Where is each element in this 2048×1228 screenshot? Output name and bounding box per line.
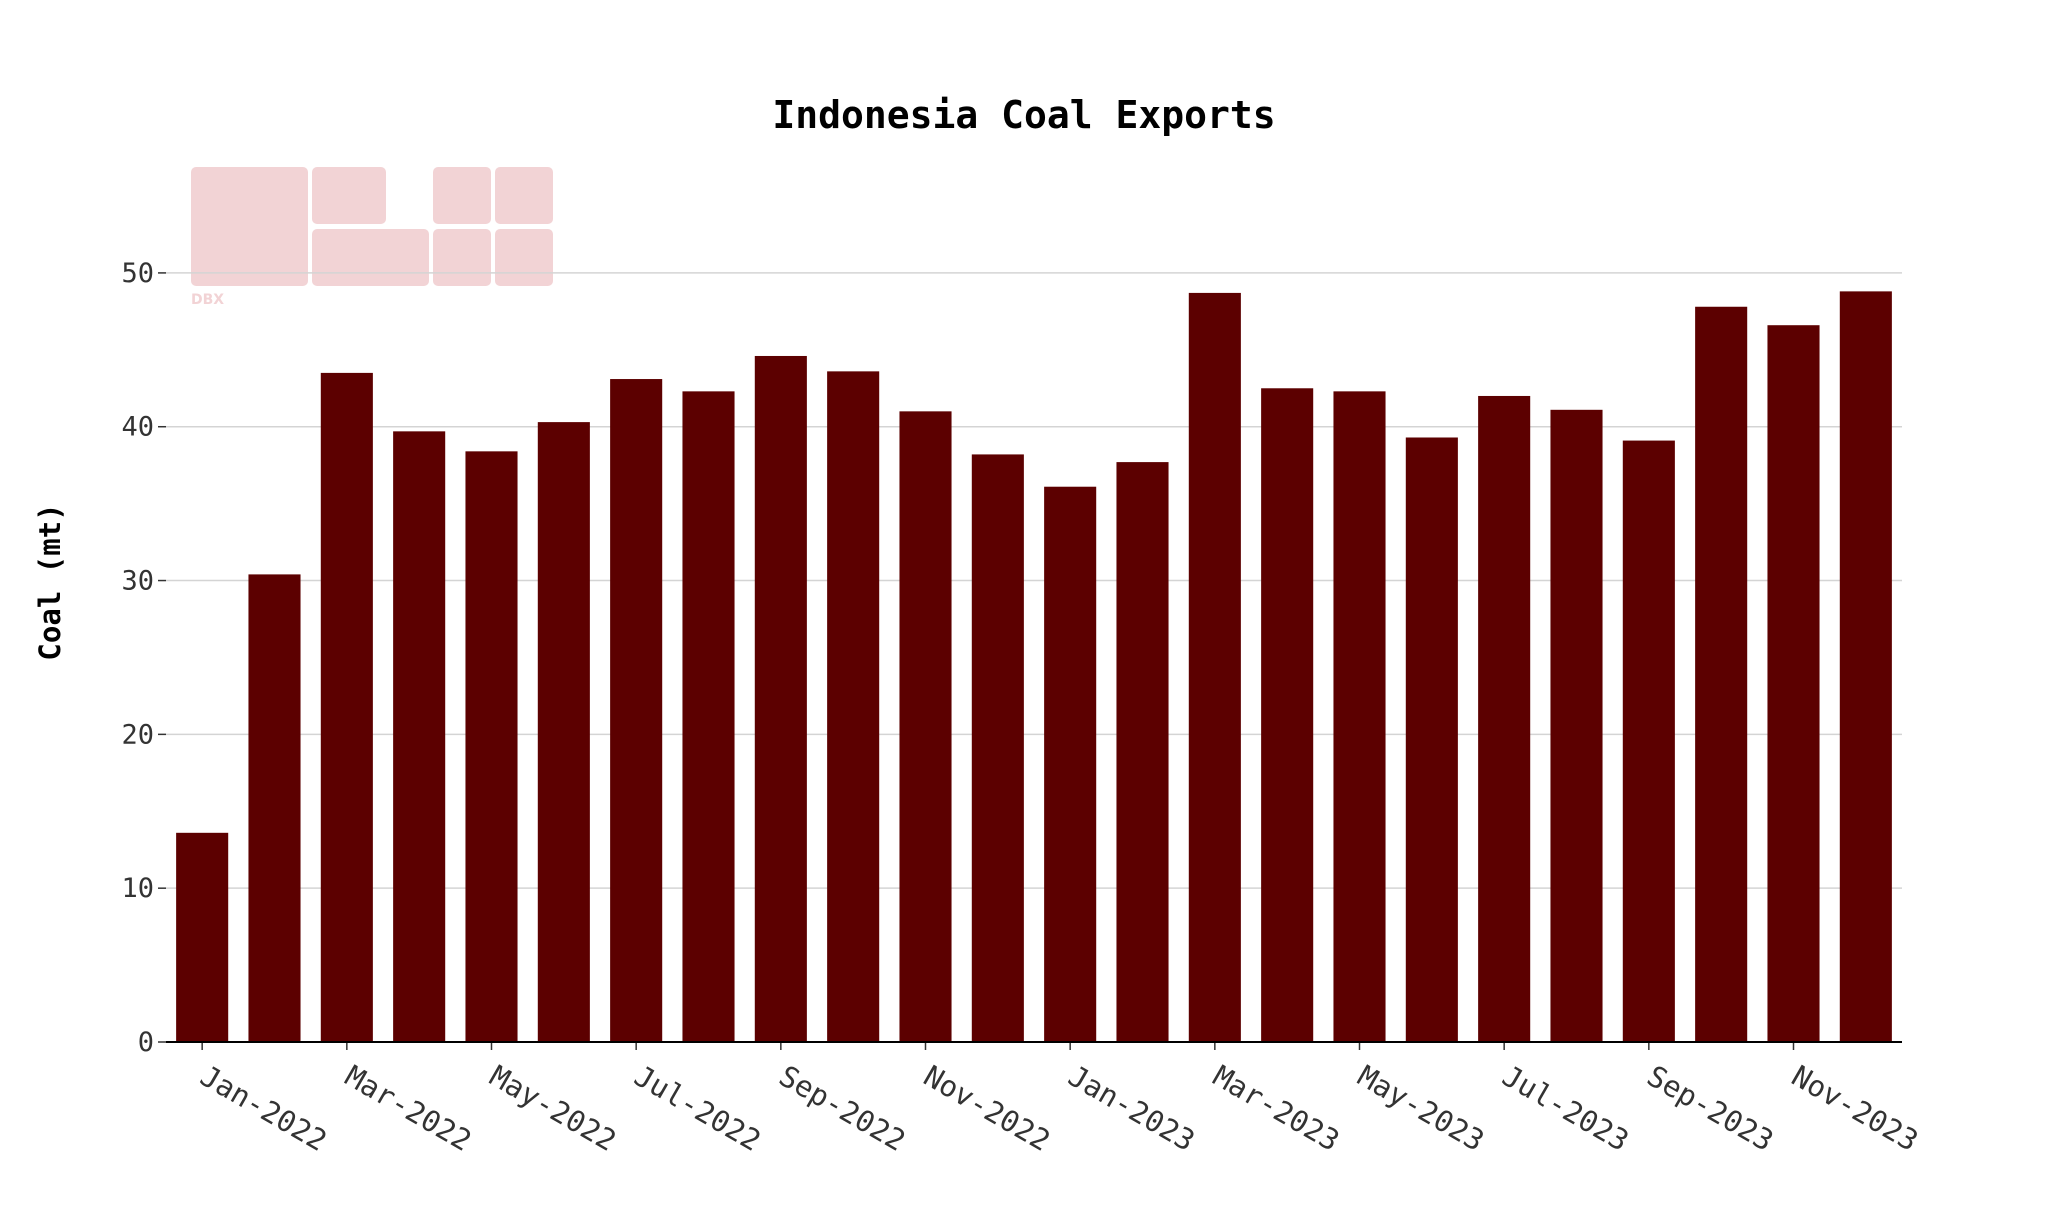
bar <box>465 451 518 1042</box>
x-tick-label: May-2022 <box>484 1059 622 1158</box>
bar <box>1044 486 1097 1042</box>
y-axis-ticks: 0 10 20 30 40 50 <box>121 258 166 1058</box>
x-tick-label: Nov-2023 <box>1786 1059 1924 1158</box>
bar <box>1116 462 1169 1042</box>
x-tick-label: May-2023 <box>1352 1059 1490 1158</box>
y-tick-label: 50 <box>121 258 154 289</box>
bar <box>176 832 229 1042</box>
bar <box>971 454 1024 1042</box>
y-tick-label: 20 <box>121 719 154 750</box>
x-tick-label: Jan-2022 <box>195 1059 333 1158</box>
chart-title: Indonesia Coal Exports <box>772 93 1275 137</box>
bar <box>320 372 373 1043</box>
bar <box>754 355 807 1042</box>
bar <box>1405 437 1458 1043</box>
y-gridlines <box>166 272 1902 889</box>
bar <box>1478 395 1531 1042</box>
watermark-block <box>312 167 386 224</box>
bar <box>610 379 663 1042</box>
bar <box>1767 325 1820 1042</box>
x-tick-label: Mar-2023 <box>1207 1059 1345 1158</box>
bar <box>1622 440 1675 1042</box>
y-tick-label: 10 <box>121 873 154 904</box>
watermark-text: DBX <box>191 292 224 308</box>
bars <box>176 291 1892 1043</box>
bar <box>682 391 735 1042</box>
bar <box>248 574 301 1042</box>
watermark-logo: DBX <box>191 167 553 308</box>
bar <box>537 422 590 1042</box>
bar <box>1695 306 1748 1042</box>
x-tick-label: Jul-2022 <box>629 1059 767 1158</box>
x-tick-label: Sep-2023 <box>1641 1059 1779 1158</box>
watermark-block <box>433 167 491 224</box>
bar <box>393 431 446 1043</box>
bar <box>1188 292 1241 1042</box>
x-tick-label: Sep-2022 <box>773 1059 911 1158</box>
watermark-block <box>312 229 429 286</box>
bar <box>1550 409 1603 1043</box>
x-tick-label: Nov-2022 <box>918 1059 1056 1158</box>
bar <box>1333 391 1386 1042</box>
watermark-block <box>495 229 553 286</box>
y-tick-label: 40 <box>121 412 154 443</box>
bar <box>1261 388 1314 1043</box>
x-axis-ticks: Jan-2022 Mar-2022 May-2022 Jul-2022 Sep-2022… <box>195 1042 1924 1158</box>
x-tick-label: Jan-2023 <box>1063 1059 1201 1158</box>
y-tick-label: 30 <box>121 566 154 597</box>
x-tick-label: Jul-2023 <box>1497 1059 1635 1158</box>
x-tick-label: Mar-2022 <box>339 1059 477 1158</box>
watermark-block <box>191 167 308 286</box>
y-tick-label: 0 <box>138 1027 154 1058</box>
y-axis-label: Coal (mt) <box>33 503 67 660</box>
watermark-block <box>495 167 553 224</box>
bar <box>899 411 952 1042</box>
bar <box>827 371 880 1042</box>
watermark-block <box>433 229 491 286</box>
bar <box>1839 291 1892 1042</box>
